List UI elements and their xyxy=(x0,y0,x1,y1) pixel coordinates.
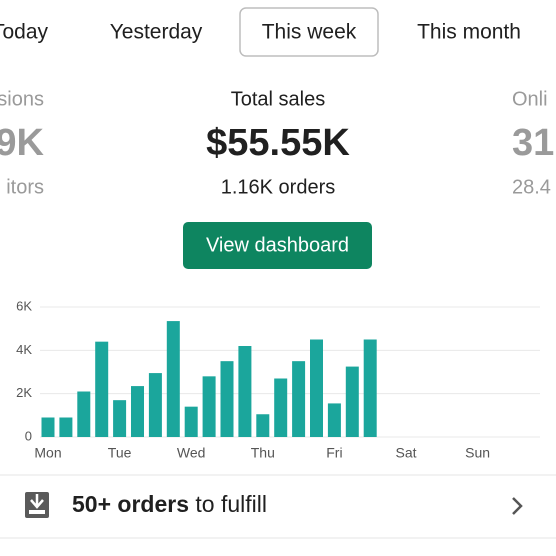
y-tick-label: 6K xyxy=(16,298,32,313)
icon-tray xyxy=(29,510,45,514)
bar xyxy=(148,373,162,437)
selected-tab-box xyxy=(239,7,379,57)
bar xyxy=(95,341,109,437)
stat-value: $55.55K xyxy=(206,122,350,164)
bar xyxy=(166,321,180,437)
stat-sub: itors xyxy=(6,176,44,198)
bar xyxy=(184,406,198,437)
bar xyxy=(274,378,288,437)
stat-sub: 1.16K orders xyxy=(221,176,336,198)
bar xyxy=(131,386,144,437)
fulfill-text[interactable]: 50+ orders to fulfill xyxy=(72,491,267,517)
x-tick-label: Fri xyxy=(326,445,342,461)
stat-sub: 28.4 xyxy=(512,176,551,198)
bar xyxy=(327,403,341,437)
tab[interactable]: Today xyxy=(0,21,49,44)
tab[interactable]: This month xyxy=(417,21,521,44)
x-tick-label: Sat xyxy=(395,445,416,461)
bar xyxy=(310,339,323,437)
chevron[interactable] xyxy=(512,497,523,515)
fulfill-bold: 50+ orders xyxy=(72,491,189,517)
icon-arrow xyxy=(30,494,44,509)
fulfill-rest: to fulfill xyxy=(195,491,267,517)
bar xyxy=(220,361,234,437)
bar xyxy=(238,346,252,437)
bar xyxy=(113,400,127,437)
bar xyxy=(77,391,91,437)
x-tick-label: Wed xyxy=(177,445,206,461)
y-tick-label: 2K xyxy=(16,385,32,400)
bar xyxy=(363,339,377,437)
dashboard-button-label[interactable]: View dashboard xyxy=(206,234,349,256)
stat-value: 9K xyxy=(0,122,45,164)
fulfill-icon[interactable] xyxy=(25,492,49,518)
bar xyxy=(41,417,55,437)
bar xyxy=(202,376,216,437)
stat-label: Total sales xyxy=(231,88,326,110)
stat-label: sions xyxy=(0,88,44,110)
dashboard-button[interactable] xyxy=(183,222,372,269)
y-tick-label: 4K xyxy=(16,342,32,357)
tab[interactable]: This week xyxy=(262,21,357,44)
bar xyxy=(345,366,359,437)
x-tick-label: Sun xyxy=(465,445,490,461)
tab[interactable]: Yesterday xyxy=(110,21,203,44)
y-tick-label: 0 xyxy=(25,428,32,443)
stat-value: 31 xyxy=(512,122,554,164)
x-tick-label: Tue xyxy=(108,445,132,461)
bar xyxy=(256,414,270,437)
x-tick-label: Thu xyxy=(251,445,275,461)
stat-label: Onli xyxy=(512,88,548,110)
x-tick-label: Mon xyxy=(34,445,61,461)
bar xyxy=(59,417,73,437)
bar xyxy=(292,361,306,437)
